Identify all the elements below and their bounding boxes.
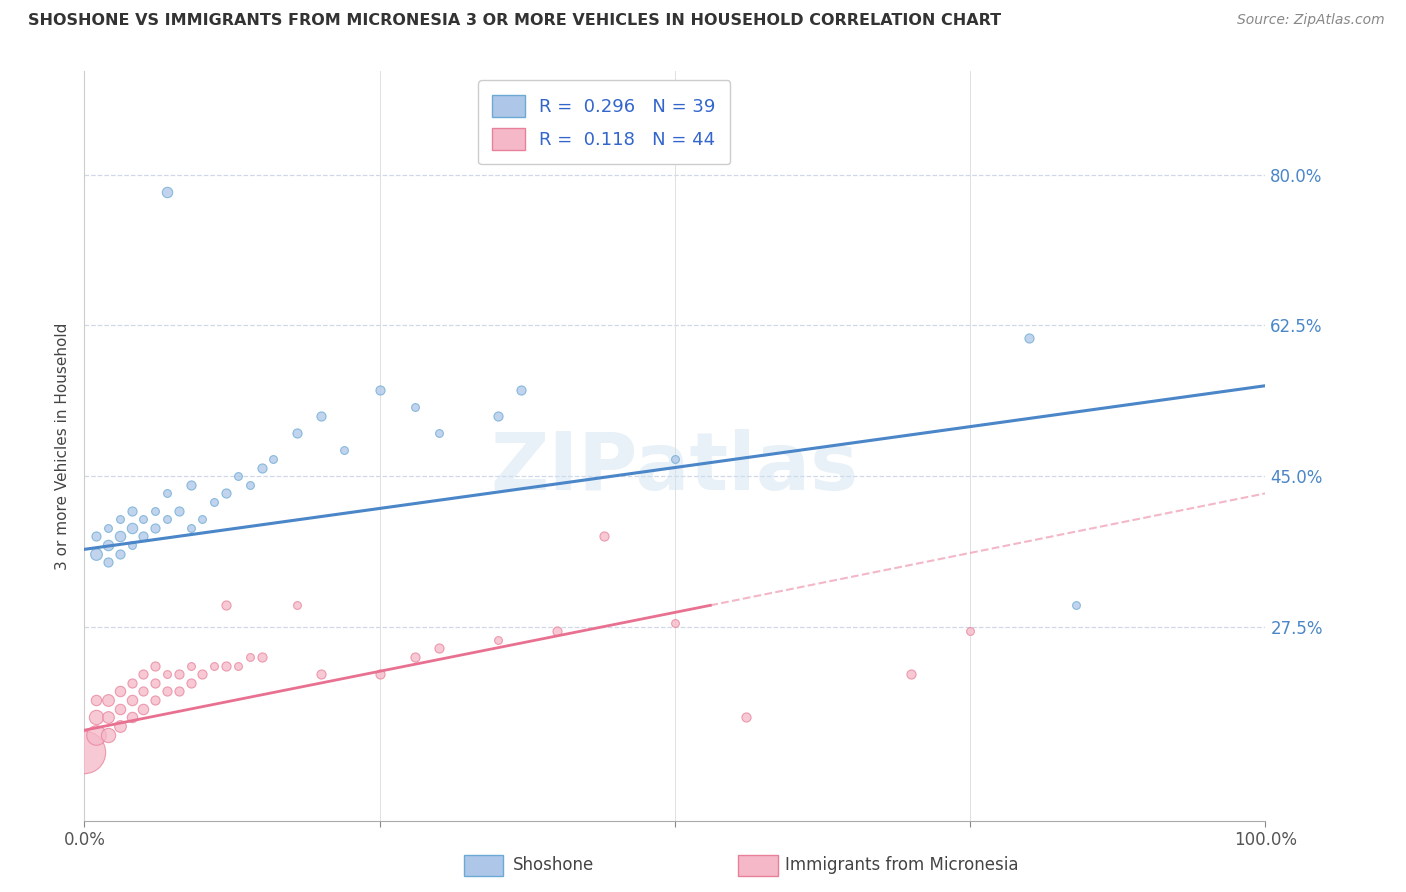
Point — [84, 727, 107, 741]
Text: Shoshone: Shoshone — [513, 856, 595, 874]
Point — [368, 383, 391, 397]
Point — [404, 401, 426, 415]
Point — [121, 503, 143, 517]
Point — [215, 599, 238, 613]
Point — [180, 521, 202, 535]
Point — [226, 469, 249, 483]
Point — [97, 710, 120, 724]
Point — [84, 693, 107, 707]
Point — [180, 676, 202, 690]
Point — [285, 599, 308, 613]
Point — [180, 477, 202, 491]
Point — [156, 684, 179, 698]
Point — [546, 624, 568, 639]
Point — [167, 503, 190, 517]
Point — [97, 555, 120, 569]
Point — [180, 658, 202, 673]
Point — [664, 615, 686, 630]
Point — [664, 451, 686, 466]
Point — [215, 658, 238, 673]
Point — [900, 667, 922, 681]
Point — [132, 512, 155, 526]
Point — [309, 409, 332, 423]
Point — [404, 650, 426, 665]
Point — [510, 383, 533, 397]
Point — [97, 727, 120, 741]
Point — [108, 547, 131, 561]
Point — [167, 667, 190, 681]
Point — [226, 658, 249, 673]
Point — [143, 693, 166, 707]
Point — [143, 676, 166, 690]
Point — [593, 529, 616, 543]
Text: Immigrants from Micronesia: Immigrants from Micronesia — [785, 856, 1018, 874]
Point — [427, 641, 450, 656]
Point — [734, 710, 756, 724]
Point — [132, 529, 155, 543]
Point — [84, 529, 107, 543]
Point — [250, 650, 273, 665]
Text: SHOSHONE VS IMMIGRANTS FROM MICRONESIA 3 OR MORE VEHICLES IN HOUSEHOLD CORRELATI: SHOSHONE VS IMMIGRANTS FROM MICRONESIA 3… — [28, 13, 1001, 29]
Point — [427, 426, 450, 441]
Point — [121, 521, 143, 535]
Point — [143, 503, 166, 517]
Point — [167, 684, 190, 698]
Point — [143, 521, 166, 535]
Point — [97, 521, 120, 535]
Point — [191, 512, 214, 526]
Point — [97, 538, 120, 552]
Point — [156, 486, 179, 500]
Point — [156, 667, 179, 681]
Point — [121, 676, 143, 690]
Point — [239, 477, 262, 491]
Point — [108, 719, 131, 733]
Point — [73, 745, 96, 759]
Point — [191, 667, 214, 681]
Point — [202, 658, 225, 673]
Text: Source: ZipAtlas.com: Source: ZipAtlas.com — [1237, 13, 1385, 28]
Point — [215, 486, 238, 500]
Text: ZIPatlas: ZIPatlas — [491, 429, 859, 508]
Y-axis label: 3 or more Vehicles in Household: 3 or more Vehicles in Household — [55, 322, 70, 570]
Point — [108, 684, 131, 698]
Legend: R =  0.296   N = 39, R =  0.118   N = 44: R = 0.296 N = 39, R = 0.118 N = 44 — [478, 80, 730, 164]
Point — [97, 693, 120, 707]
Point — [202, 495, 225, 509]
Point — [285, 426, 308, 441]
Point — [1018, 331, 1040, 345]
Point — [121, 710, 143, 724]
Point — [1066, 599, 1088, 613]
Point — [309, 667, 332, 681]
Point — [121, 693, 143, 707]
Point — [368, 667, 391, 681]
Point — [156, 185, 179, 199]
Point — [959, 624, 981, 639]
Point — [108, 529, 131, 543]
Point — [84, 710, 107, 724]
Point — [262, 451, 284, 466]
Point — [132, 701, 155, 715]
Point — [143, 658, 166, 673]
Point — [132, 667, 155, 681]
Point — [239, 650, 262, 665]
Point — [121, 538, 143, 552]
Point — [486, 409, 509, 423]
Point — [486, 632, 509, 647]
Point — [108, 512, 131, 526]
Point — [333, 443, 356, 458]
Point — [108, 701, 131, 715]
Point — [84, 547, 107, 561]
Point — [250, 460, 273, 475]
Point — [132, 684, 155, 698]
Point — [156, 512, 179, 526]
